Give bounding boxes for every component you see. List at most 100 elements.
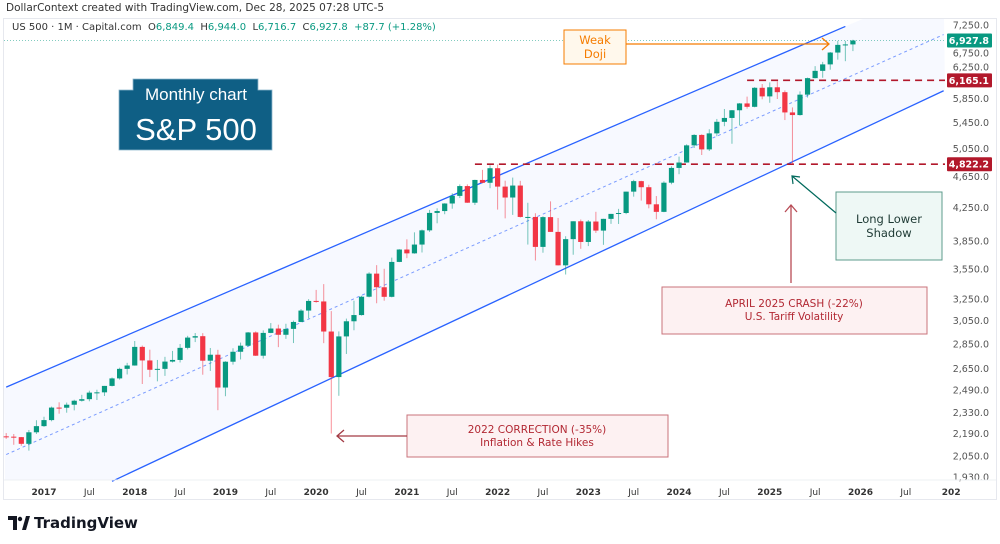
candle[interactable]: [147, 349, 153, 378]
candle[interactable]: [631, 179, 637, 197]
candle[interactable]: [139, 345, 145, 385]
candle[interactable]: [487, 165, 493, 189]
candle[interactable]: [532, 213, 538, 261]
candle[interactable]: [381, 268, 387, 301]
candle[interactable]: [691, 134, 697, 148]
candle[interactable]: [714, 118, 720, 137]
candle[interactable]: [230, 348, 236, 365]
candle[interactable]: [237, 342, 244, 360]
candle[interactable]: [661, 181, 667, 213]
candle[interactable]: [767, 82, 773, 103]
candle[interactable]: [306, 299, 312, 319]
candle[interactable]: [699, 134, 705, 156]
candle[interactable]: [336, 331, 342, 396]
candle[interactable]: [495, 164, 501, 210]
candle[interactable]: [351, 300, 357, 331]
candle[interactable]: [56, 402, 62, 414]
candle[interactable]: [41, 416, 47, 427]
candle[interactable]: [419, 229, 425, 253]
candle[interactable]: [374, 265, 380, 304]
candle[interactable]: [86, 390, 92, 402]
2022-correction-note[interactable]: 2022 CORRECTION (-35%) Inflation & Rate …: [336, 414, 669, 458]
candle[interactable]: [721, 108, 727, 127]
candle[interactable]: [3, 433, 9, 439]
candle[interactable]: [850, 39, 856, 52]
candle[interactable]: [328, 311, 334, 434]
candle[interactable]: [752, 87, 758, 108]
candle[interactable]: [283, 323, 289, 339]
candle[interactable]: [253, 331, 259, 356]
candle[interactable]: [782, 90, 788, 121]
candle[interactable]: [684, 144, 690, 163]
candle[interactable]: [676, 156, 682, 175]
candle[interactable]: [26, 429, 32, 451]
candle[interactable]: [472, 179, 478, 206]
weak-doji-note[interactable]: Weak Doji: [563, 29, 830, 65]
candle[interactable]: [260, 330, 266, 359]
candle[interactable]: [185, 335, 191, 350]
candle[interactable]: [812, 66, 818, 79]
candle[interactable]: [736, 103, 743, 126]
candle[interactable]: [555, 217, 561, 266]
candle[interactable]: [389, 257, 395, 298]
candle[interactable]: [706, 129, 712, 152]
candle[interactable]: [827, 51, 833, 70]
candle[interactable]: [275, 324, 281, 348]
candle[interactable]: [517, 180, 523, 218]
candle[interactable]: [623, 191, 629, 215]
price-axis[interactable]: [945, 19, 996, 479]
candle[interactable]: [33, 420, 40, 435]
candle[interactable]: [396, 249, 402, 263]
candle[interactable]: [744, 96, 750, 109]
candle[interactable]: [298, 309, 304, 323]
candle[interactable]: [464, 184, 470, 203]
candle[interactable]: [804, 77, 811, 98]
candle[interactable]: [162, 356, 168, 376]
candle[interactable]: [789, 107, 796, 165]
candle[interactable]: [200, 333, 206, 375]
candle[interactable]: [313, 289, 319, 303]
candle[interactable]: [358, 295, 365, 316]
candle[interactable]: [759, 84, 765, 100]
candle[interactable]: [117, 367, 123, 380]
candle[interactable]: [502, 180, 508, 219]
candle[interactable]: [192, 333, 198, 343]
candle[interactable]: [600, 218, 607, 245]
april-2025-crash-note[interactable]: APRIL 2025 CRASH (-22%) U.S. Tariff Vola…: [661, 204, 928, 335]
candle[interactable]: [820, 61, 826, 78]
candle[interactable]: [525, 202, 531, 245]
candle[interactable]: [366, 272, 372, 298]
candle[interactable]: [547, 201, 554, 232]
candle[interactable]: [343, 318, 349, 354]
candle[interactable]: [154, 359, 160, 382]
candle[interactable]: [608, 213, 614, 224]
candle[interactable]: [109, 377, 115, 387]
candle[interactable]: [729, 110, 735, 144]
candle[interactable]: [638, 180, 644, 201]
candle[interactable]: [207, 347, 213, 371]
candle[interactable]: [646, 184, 652, 209]
candle[interactable]: [479, 169, 486, 184]
candle[interactable]: [64, 402, 70, 413]
candle[interactable]: [449, 193, 455, 209]
candle[interactable]: [268, 323, 274, 334]
candle[interactable]: [169, 350, 176, 363]
candle[interactable]: [585, 220, 591, 247]
candle[interactable]: [101, 385, 108, 396]
candle[interactable]: [668, 166, 675, 185]
candle[interactable]: [124, 362, 130, 375]
candle[interactable]: [245, 331, 251, 347]
candle[interactable]: [71, 399, 77, 411]
candle[interactable]: [797, 91, 803, 116]
candle[interactable]: [593, 211, 599, 233]
time-axis[interactable]: 2017 Jul 2018 Jul 2019 Jul 2020 Jul 2021 Jul 2022 J…: [31, 488, 960, 498]
long-lower-shadow-note[interactable]: Long Lower Shadow: [791, 175, 943, 261]
candle[interactable]: [321, 284, 327, 344]
candle[interactable]: [563, 236, 569, 275]
tradingview-logo[interactable]: TradingView: [8, 514, 138, 532]
channel-upper-line[interactable]: [5, 25, 846, 388]
candle[interactable]: [510, 177, 516, 215]
candle[interactable]: [18, 436, 24, 446]
candle[interactable]: [177, 343, 183, 363]
